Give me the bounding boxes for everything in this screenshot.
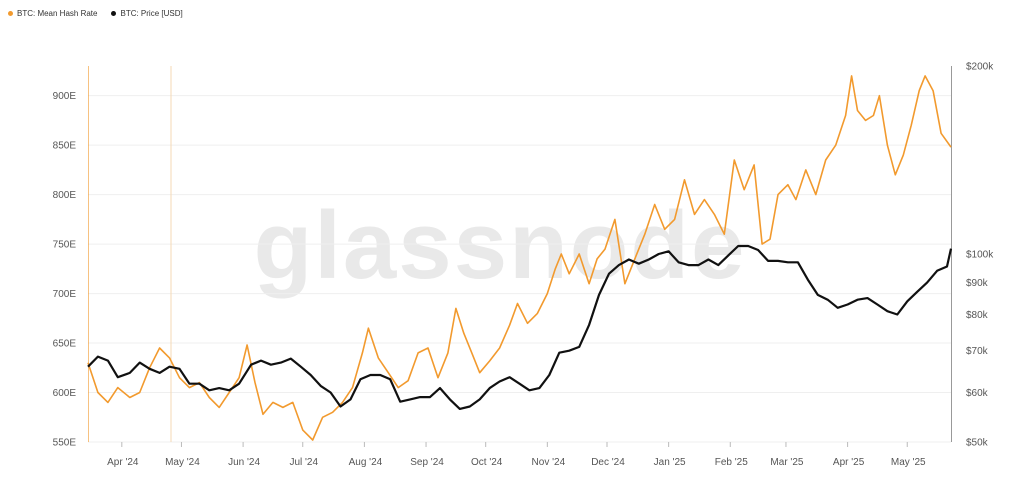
x-tick-label: Feb '25 [715,457,748,468]
x-tick-label: May '25 [891,457,926,468]
x-tick-label: Jun '24 [228,457,260,468]
x-tick-label: Oct '24 [471,457,503,468]
legend-label-hashrate: BTC: Mean Hash Rate [17,9,98,18]
left-tick-label: 700E [53,289,77,300]
left-tick-label: 600E [53,388,77,399]
right-tick-label: $50k [966,438,989,449]
grid-lines [88,95,951,443]
x-axis-ticks: Apr '24 May '24 Jun '24 Jul '24 Aug '24 Sep '… [107,442,926,468]
left-tick-label: 850E [53,141,77,152]
left-tick-label: 900E [53,91,77,102]
x-tick-label: Aug '24 [349,457,383,468]
x-tick-label: Apr '25 [833,457,865,468]
hashrate-legend-dot-icon [8,11,13,16]
legend-item-hashrate[interactable]: BTC: Mean Hash Rate [8,9,97,18]
x-tick-label: Sep '24 [410,457,444,468]
watermark: glassnode [254,192,747,299]
axis-lines [88,66,952,442]
price-legend-dot-icon [111,11,117,16]
x-tick-label: Jan '25 [654,457,686,468]
right-tick-label: $100k [966,250,994,261]
chart-legend: BTC: Mean Hash Rate BTC: Price [USD] [8,9,183,18]
right-tick-label: $80k [966,310,989,321]
right-tick-label: $60k [966,388,989,399]
legend-label-price: BTC: Price [USD] [120,9,183,18]
x-tick-label: Jul '24 [289,457,318,468]
right-tick-label: $70k [966,346,989,357]
left-axis-ticks: 550E 600E 650E 700E 750E 800E 850E 900E [53,91,77,448]
x-tick-label: Mar '25 [770,457,803,468]
x-tick-label: Dec '24 [591,457,625,468]
series-line-price [87,244,953,410]
left-tick-label: 750E [53,240,77,251]
x-tick-label: Apr '24 [107,457,139,468]
x-tick-label: Nov '24 [532,457,566,468]
right-tick-label: $90k [966,278,989,289]
x-tick-label: May '24 [165,457,200,468]
right-tick-label: $200k [966,62,994,73]
right-axis-ticks: $50k $60k $70k $80k $90k $100k $200k [966,62,994,449]
series-layer [87,75,953,441]
left-tick-label: 650E [53,339,77,350]
legend-item-price[interactable]: BTC: Price [USD] [111,9,183,18]
left-tick-label: 550E [53,438,77,449]
series-line-hashrate [87,75,952,441]
left-tick-label: 800E [53,190,77,201]
